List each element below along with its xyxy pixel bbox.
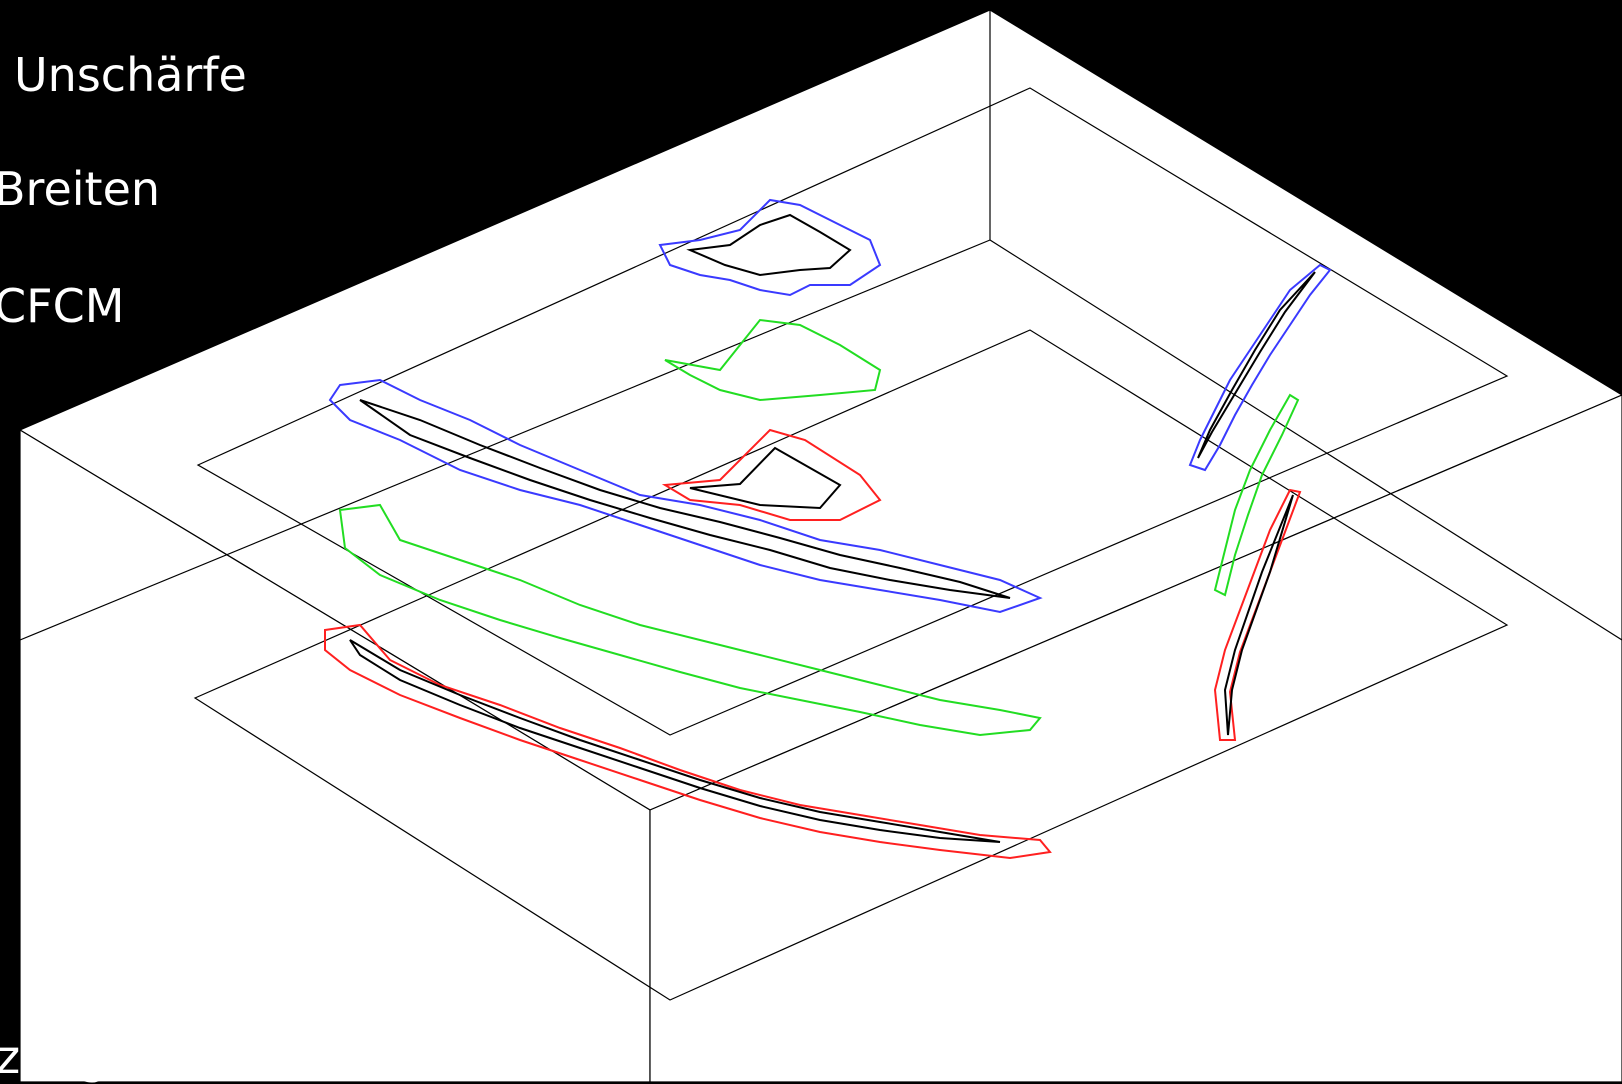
contour-blue-large	[328, 378, 1043, 614]
contour-blue-right-core	[1197, 271, 1316, 459]
box-right-face	[649, 394, 1622, 1082]
contour-red-large-core	[349, 639, 1001, 843]
text-matlab: zung in MATLAB®	[0, 1030, 411, 1084]
contour-blue-small-core	[686, 213, 852, 277]
contour-green-right	[1213, 393, 1300, 597]
text-cfcm: CFCM	[0, 279, 125, 333]
layer-cross-line-1	[19, 239, 991, 641]
contour-blue-small	[658, 198, 882, 297]
contour-red-large	[324, 623, 1052, 860]
contour-blue-right	[1188, 263, 1332, 472]
contour-red-upper-core	[689, 446, 842, 510]
box-front-face	[19, 428, 651, 1082]
contour-green-upper	[664, 318, 882, 402]
text-unschaerfe: Unschärfe	[14, 48, 247, 102]
layer-middle	[193, 329, 1509, 1001]
text-breiten: Breiten	[0, 162, 161, 216]
contour-red-right	[1213, 488, 1302, 741]
layer-cross-line-2	[989, 239, 1622, 641]
contour-blue-large-core	[359, 399, 1011, 599]
contour-red-right-core	[1223, 494, 1294, 736]
contour-green-large	[338, 503, 1042, 737]
contour-red-upper	[661, 428, 882, 521]
layer-top	[196, 87, 1509, 736]
